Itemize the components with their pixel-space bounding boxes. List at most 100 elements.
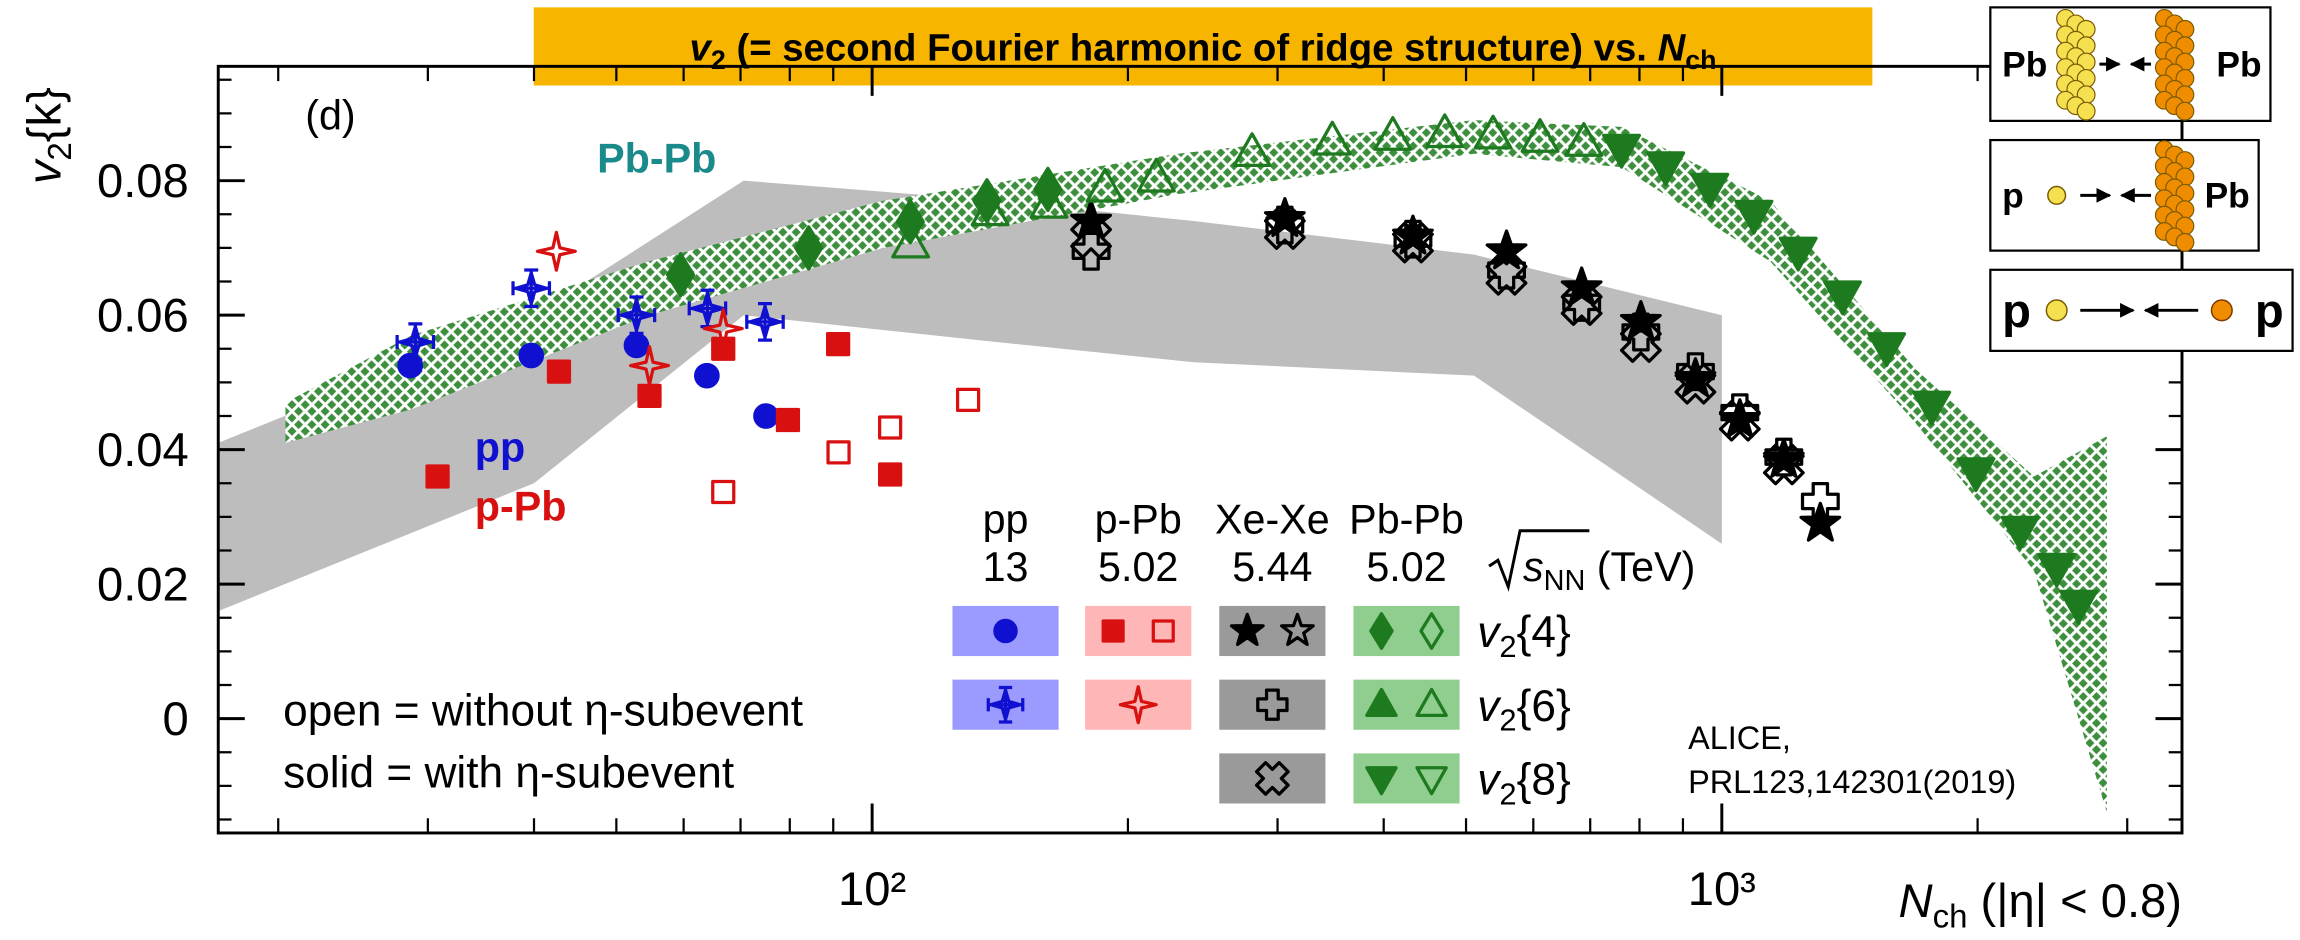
data-point — [702, 308, 744, 350]
data-point — [1646, 151, 1686, 187]
data-point — [1425, 113, 1465, 149]
data-point — [1263, 208, 1306, 250]
data-point — [745, 302, 785, 342]
data-point — [794, 225, 824, 271]
data-point — [1718, 398, 1761, 439]
data-point — [970, 191, 1010, 227]
legend-row-label-part: 2 — [1499, 629, 1516, 664]
data-point — [628, 345, 671, 387]
legend-box — [1085, 605, 1192, 657]
data-point — [535, 230, 577, 272]
data-point — [1485, 253, 1528, 296]
x-axis-label-part: N — [1899, 874, 1934, 927]
data-point — [1762, 443, 1805, 486]
x-tick-label: 10² — [838, 862, 906, 915]
legend-marker — [986, 685, 1025, 724]
data-point — [2037, 552, 2077, 588]
x-axis-label: Nch (|η| < 0.8) — [1899, 874, 2182, 934]
legend-box — [1353, 753, 1460, 804]
data-point — [826, 331, 851, 357]
y-tick-label: 0.06 — [97, 288, 189, 341]
legend-row-label-part: {8} — [1517, 756, 1571, 805]
data-point — [891, 223, 931, 259]
legend-marker — [1369, 612, 1394, 650]
chart-title-part: v — [690, 26, 714, 69]
nucleon — [2047, 185, 2067, 205]
data-point — [546, 359, 572, 384]
data-point — [711, 479, 736, 505]
legend-marker — [1151, 619, 1175, 643]
data-point — [878, 462, 903, 487]
data-point — [1392, 221, 1434, 264]
legend-system: p-Pb — [1095, 497, 1182, 543]
data-point — [1029, 183, 1069, 219]
nucleon — [2045, 299, 2068, 322]
legend-energy: 13 — [983, 544, 1029, 590]
data-point — [1560, 284, 1603, 326]
data-point — [397, 352, 424, 379]
y-tick-label: 0 — [163, 692, 189, 745]
legend-marker — [1118, 685, 1158, 725]
data-point — [511, 268, 552, 309]
data-point — [1373, 116, 1413, 151]
legend-energy: 5.02 — [1098, 544, 1178, 590]
annotation: p-Pb — [475, 483, 567, 529]
data-point — [623, 332, 650, 359]
legend-box — [1219, 679, 1326, 730]
legend-energy-label-part: NN — [1544, 565, 1586, 597]
sqrt-sign — [1488, 529, 1590, 592]
y-tick-label: 0.08 — [97, 154, 189, 207]
data-point — [878, 415, 903, 440]
data-point — [637, 383, 662, 408]
legend-box — [1353, 679, 1460, 730]
legend-row-label: v2{4} — [1477, 608, 1570, 664]
data-point — [2000, 515, 2040, 551]
y-axis-label-part: v — [18, 158, 71, 184]
collision-box — [1989, 268, 2294, 352]
data-point — [2059, 589, 2099, 625]
data-point — [1734, 199, 1774, 235]
data-point — [1867, 332, 1907, 368]
data-point — [1232, 132, 1272, 168]
legend-row-label-part: v — [1477, 608, 1502, 657]
x-axis-label-part: (|η| < 0.8) — [1967, 874, 2182, 927]
data-point — [1136, 157, 1176, 193]
legend-marker — [1365, 687, 1398, 717]
x-axis-label-part: ch — [1933, 897, 1968, 934]
nucleon — [2210, 299, 2233, 322]
y-axis-label-part: {k} — [18, 87, 71, 142]
data-point — [1800, 481, 1840, 521]
collision-right: Pb — [2216, 46, 2261, 85]
legend-system: Pb-Pb — [1349, 497, 1464, 543]
y-tick-label: 0.02 — [97, 557, 189, 610]
collision-left: p — [2002, 177, 2024, 216]
legend-system: Xe-Xe — [1215, 497, 1330, 543]
legend-row-label: v2{8} — [1477, 756, 1570, 812]
data-point — [1485, 229, 1528, 270]
data-point — [1690, 172, 1730, 208]
legend-system: pp — [983, 497, 1029, 543]
chart-title-part: N — [1658, 26, 1687, 69]
data-point — [1564, 122, 1604, 157]
data-point — [1602, 133, 1641, 169]
collision-left: Pb — [2002, 46, 2047, 85]
data-point — [665, 252, 696, 298]
legend-marker — [1256, 688, 1289, 721]
data-point — [775, 407, 801, 433]
note: solid = with η-subevent — [283, 748, 734, 797]
legend-energy-label: sNN (TeV) — [1523, 544, 1695, 597]
y-axis-label: v2{k} — [18, 87, 78, 184]
chart-title-part: ch — [1685, 45, 1716, 75]
legend-box — [1219, 753, 1326, 804]
data-point — [1720, 393, 1760, 433]
data-point — [955, 387, 981, 413]
legend-marker — [1365, 766, 1398, 796]
data-point — [1799, 501, 1842, 542]
nucleon — [2175, 101, 2195, 121]
data-point — [425, 464, 450, 489]
data-point — [687, 288, 728, 329]
data-point — [1560, 266, 1603, 307]
data-point — [1762, 437, 1805, 478]
legend-row-label-part: v — [1477, 682, 1502, 731]
